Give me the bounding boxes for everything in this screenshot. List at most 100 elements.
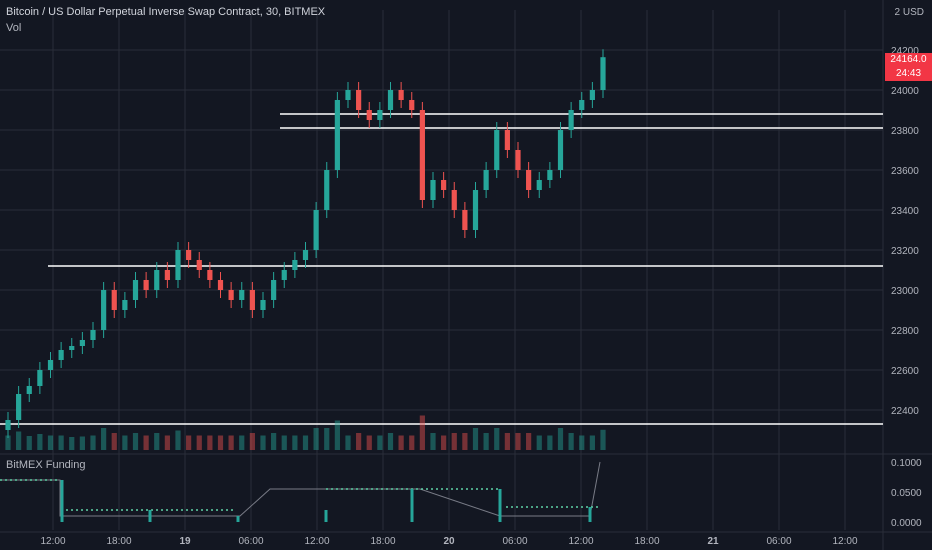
volume-bar: [292, 435, 298, 450]
candle-body: [164, 270, 170, 280]
time-tick-label: 12:00: [832, 536, 857, 547]
candle-body: [494, 130, 500, 170]
candle-body: [122, 300, 128, 310]
price-tick-label: 22800: [891, 326, 919, 337]
candle-body: [37, 370, 43, 386]
volume-bar: [69, 437, 75, 450]
candle-body: [132, 280, 139, 300]
volume-bar: [26, 436, 32, 450]
volume-bar: [536, 435, 542, 450]
candle-body: [302, 250, 309, 260]
funding-tick-label: 0.0500: [891, 488, 922, 499]
volume-bar: [249, 433, 255, 450]
volume-bar: [154, 433, 160, 450]
time-tick-label: 06:00: [766, 536, 791, 547]
volume-bar: [547, 435, 553, 450]
volume-bar: [186, 435, 192, 450]
volume-bar: [16, 431, 22, 450]
time-tick-label: 06:00: [502, 536, 527, 547]
candle-body: [462, 210, 468, 230]
price-axis[interactable]: 22400 22600 22800 23000 23200 23400 23600 23800…: [891, 46, 922, 529]
volume-bar: [122, 435, 128, 450]
time-tick-label: 18:00: [370, 536, 395, 547]
price-tick-label: 23800: [891, 126, 919, 137]
candle-body: [504, 130, 510, 150]
candle-body: [239, 290, 245, 300]
volume-bar: [196, 435, 202, 450]
volume-bar: [111, 433, 117, 450]
volume-bar: [271, 433, 277, 450]
volume-bar: [324, 428, 330, 450]
time-tick-label: 18:00: [106, 536, 131, 547]
candle-body: [419, 110, 425, 200]
candle-body: [579, 100, 585, 110]
candle-body: [90, 330, 96, 340]
price-tick-label: 22400: [891, 406, 919, 417]
candle-body: [249, 290, 255, 310]
volume-bar: [5, 435, 11, 450]
funding-tick-label: 0.1000: [891, 458, 922, 469]
time-tick-label: 12:00: [568, 536, 593, 547]
candle-body: [568, 110, 574, 130]
candle-body: [526, 170, 532, 190]
volume-bar: [228, 435, 234, 450]
volume-bar: [239, 435, 245, 450]
funding-tick-label: 0.0000: [891, 518, 922, 529]
candle-body: [47, 360, 54, 370]
candle-body: [58, 350, 64, 360]
volume-bar: [504, 433, 510, 450]
candle-body: [228, 290, 234, 300]
candle-body: [175, 250, 181, 280]
volume-bar: [419, 415, 425, 450]
candle-body: [5, 420, 11, 430]
volume-bar: [568, 433, 574, 450]
candle-body: [271, 280, 277, 300]
candle-body: [217, 280, 224, 290]
volume-bar: [366, 435, 372, 450]
candle-body: [154, 270, 160, 290]
volume-bar: [589, 435, 595, 450]
volume-bar: [175, 430, 181, 450]
candlestick-series: [5, 49, 606, 438]
countdown-badge: 24:43: [885, 67, 932, 81]
time-tick-label: 21: [707, 536, 719, 547]
volume-bar: [207, 435, 213, 450]
volume-bar: [79, 436, 85, 450]
candle-body: [16, 394, 22, 420]
candle-body: [451, 190, 457, 210]
candle-body: [101, 290, 107, 330]
candle-body: [69, 346, 75, 350]
candle-body: [430, 180, 436, 200]
funding-line: [0, 461, 601, 517]
price-tick-label: 23000: [891, 286, 919, 297]
volume-bar: [164, 435, 170, 450]
candle-body: [536, 180, 542, 190]
candle-body: [143, 280, 149, 290]
time-axis[interactable]: 12:00 18:00 19 06:00 12:00 18:00 20 06:00 12:00 1…: [40, 536, 857, 547]
price-tick-label: 23200: [891, 246, 919, 257]
candle-body: [196, 260, 202, 270]
candle-body: [547, 170, 553, 180]
level-lines: [0, 113, 883, 425]
candle-body: [79, 340, 85, 346]
volume-bar: [557, 428, 564, 450]
price-tick-label: 24200: [891, 46, 919, 57]
candle-body: [600, 57, 606, 90]
volume-bar: [334, 420, 340, 450]
price-tick-label: 23600: [891, 166, 919, 177]
candle-body: [313, 210, 319, 250]
candle-body: [281, 270, 287, 280]
volume-bar: [451, 433, 457, 450]
volume-label: Vol: [6, 22, 22, 34]
volume-bar: [313, 428, 319, 450]
candle-body: [398, 90, 404, 100]
volume-bar: [472, 428, 479, 450]
candle-body: [441, 180, 447, 190]
candle-body: [589, 90, 595, 100]
indicator-label: BitMEX Funding: [6, 459, 86, 471]
candle-body: [409, 100, 415, 110]
candle-body: [366, 110, 372, 120]
volume-bar: [515, 433, 521, 450]
volume-bar: [430, 433, 436, 450]
